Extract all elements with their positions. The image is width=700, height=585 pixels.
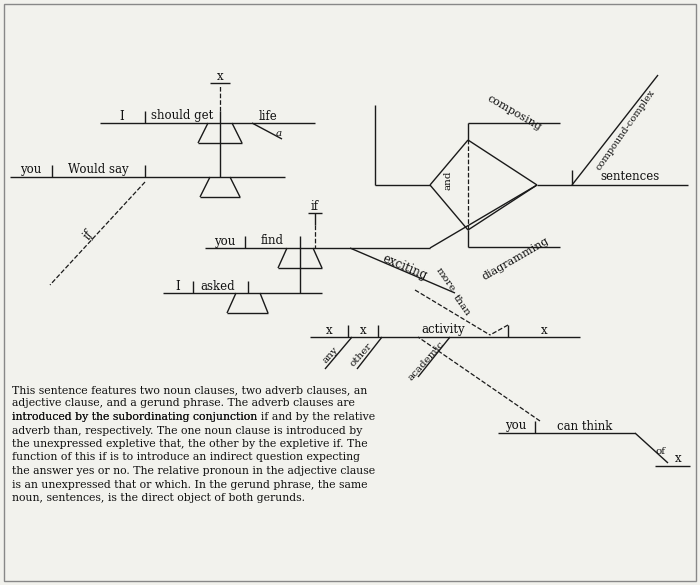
Text: any: any: [321, 345, 340, 365]
Text: academic: academic: [406, 340, 446, 383]
Text: x: x: [360, 324, 366, 336]
Text: adjective clause, and a gerund phrase. The adverb clauses are: adjective clause, and a gerund phrase. T…: [12, 398, 355, 408]
Text: can think: can think: [557, 419, 612, 432]
Text: find: find: [260, 235, 284, 247]
Text: a: a: [276, 129, 282, 137]
Text: adverb than, respectively. The one noun clause is introduced by: adverb than, respectively. The one noun …: [12, 425, 363, 435]
Text: of: of: [655, 446, 665, 456]
Text: if: if: [311, 199, 319, 212]
Text: should get: should get: [151, 109, 213, 122]
Text: x: x: [326, 324, 332, 336]
Text: asked: asked: [201, 280, 235, 292]
Text: introduced by the subordinating conjunction: introduced by the subordinating conjunct…: [12, 412, 260, 422]
Text: more: more: [433, 266, 456, 294]
Text: the unexpressed expletive that, the other by the expletive if. The: the unexpressed expletive that, the othe…: [12, 439, 368, 449]
Text: life: life: [258, 109, 277, 122]
Text: you: you: [20, 163, 41, 177]
Text: if: if: [80, 228, 96, 242]
Text: the answer yes or no. The relative pronoun in the adjective clause: the answer yes or no. The relative prono…: [12, 466, 375, 476]
Text: composing: composing: [485, 94, 543, 133]
Text: activity: activity: [421, 324, 465, 336]
Text: you: you: [505, 419, 526, 432]
Text: x: x: [540, 324, 547, 336]
Text: and: and: [444, 170, 452, 190]
Text: introduced by the subordinating conjunction if and by the relative: introduced by the subordinating conjunct…: [12, 412, 375, 422]
Text: is an unexpressed that or which. In the gerund phrase, the same: is an unexpressed that or which. In the …: [12, 480, 368, 490]
Text: exciting: exciting: [381, 252, 429, 282]
Text: x: x: [675, 453, 681, 466]
Text: I: I: [120, 109, 125, 122]
Text: I: I: [176, 280, 181, 292]
Text: Would say: Would say: [68, 163, 128, 177]
Text: noun, sentences, is the direct object of both gerunds.: noun, sentences, is the direct object of…: [12, 493, 305, 503]
Text: function of this if is to introduce an indirect question expecting: function of this if is to introduce an i…: [12, 453, 360, 463]
Text: diagramming: diagramming: [481, 236, 551, 282]
Text: x: x: [217, 70, 223, 82]
Text: you: you: [214, 235, 236, 247]
Text: than: than: [452, 292, 472, 317]
Text: sentences: sentences: [601, 170, 659, 184]
Text: This sentence features two noun clauses, two adverb clauses, an: This sentence features two noun clauses,…: [12, 385, 368, 395]
Text: other: other: [348, 342, 374, 369]
Text: compound-complex: compound-complex: [594, 88, 657, 172]
